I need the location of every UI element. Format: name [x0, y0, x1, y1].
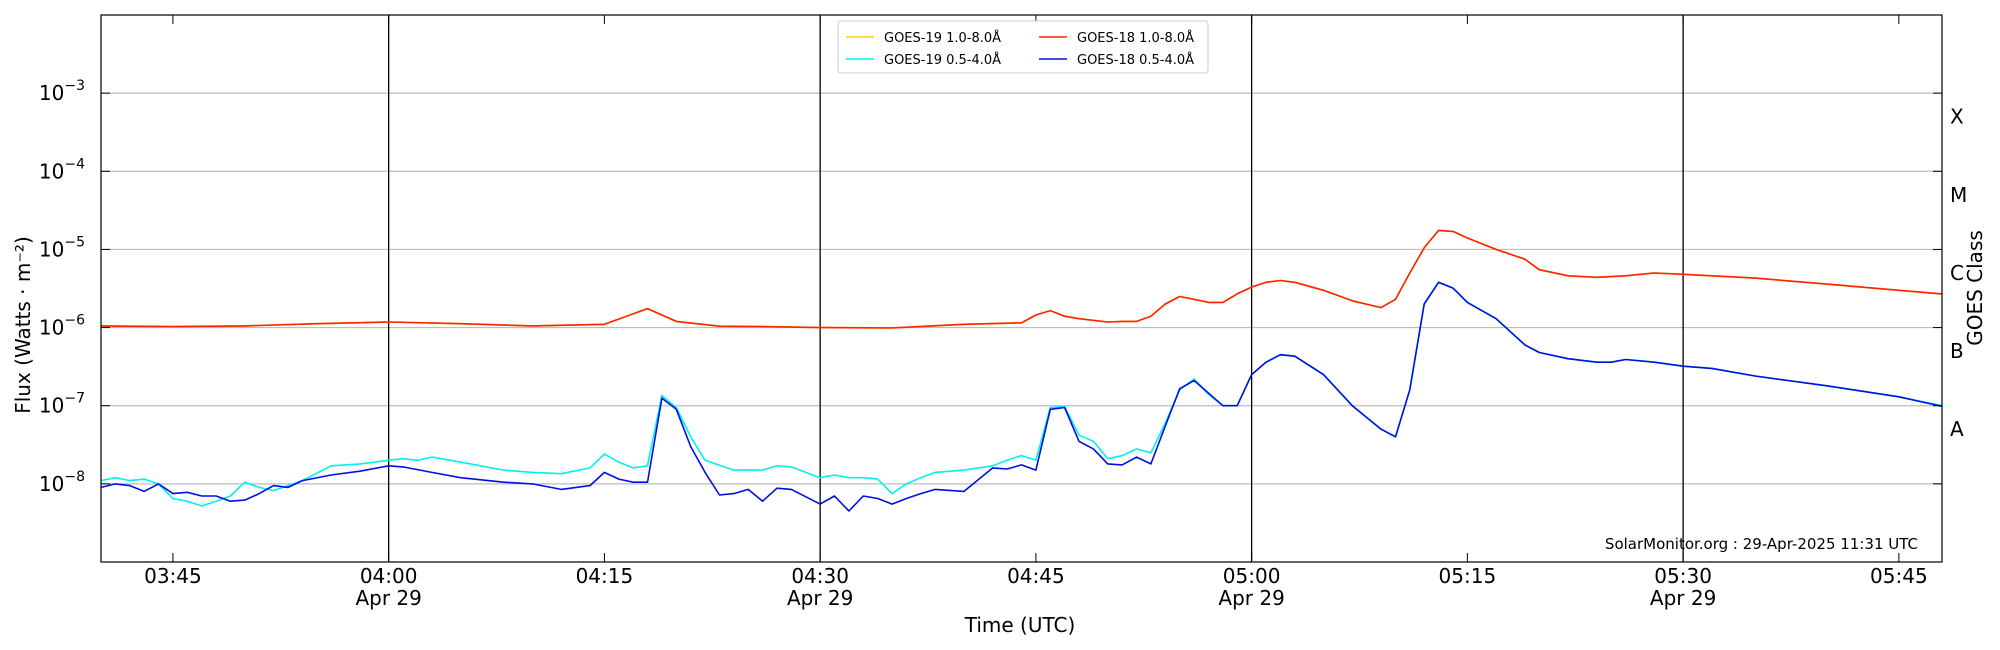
goes-class-label: X — [1950, 105, 1964, 129]
x-tick-label: 05:15 — [1439, 564, 1497, 588]
x-tick-label: 04:00 — [360, 564, 418, 588]
x-tick-label: 05:30 — [1654, 564, 1712, 588]
legend: GOES-19 1.0-8.0Å GOES-19 0.5-4.0Å GOES-18 … — [837, 20, 1209, 74]
x-tick-label: 05:45 — [1870, 564, 1928, 588]
x-tick-label: 04:30 — [791, 564, 849, 588]
right-axis-label: GOES Class — [1963, 230, 1987, 346]
plot-frame — [100, 14, 1943, 563]
series-layer — [100, 229, 1943, 512]
x-tick-label: 04:45 — [1007, 564, 1065, 588]
series-line — [100, 281, 1943, 512]
y-tick-label: 10−4 — [39, 156, 85, 183]
y-axis-label: Flux (Watts · m⁻²) — [11, 236, 35, 414]
legend-label: GOES-18 1.0-8.0Å — [1077, 30, 1194, 46]
y-tick-label: 10−5 — [39, 234, 85, 261]
legend-label: GOES-18 0.5-4.0Å — [1077, 52, 1194, 68]
series-line — [100, 229, 1943, 329]
x-axis-label: Time (UTC) — [964, 613, 1076, 637]
x-tick-date-label: Apr 29 — [1650, 586, 1716, 610]
goes-class-label: C — [1950, 261, 1964, 285]
x-tick-date-label: Apr 29 — [1218, 586, 1284, 610]
y-tick-exponent: −4 — [64, 156, 85, 172]
x-tick-label: 05:00 — [1223, 564, 1281, 588]
y-tick-label: 10−8 — [39, 469, 85, 496]
legend-label: GOES-19 0.5-4.0Å — [884, 52, 1001, 68]
series-line — [100, 229, 1943, 329]
y-tick-label: 10−7 — [39, 391, 85, 418]
y-tick-label: 10−6 — [39, 313, 85, 340]
y-tick-label: 10−3 — [39, 78, 85, 105]
x-tick-date-label: Apr 29 — [355, 586, 421, 610]
grid-layer — [101, 92, 1942, 485]
x-tick-label: 04:15 — [576, 564, 634, 588]
y-tick-exponent: −3 — [64, 78, 85, 94]
goes-class-labels: A B C M X — [1950, 105, 1967, 442]
y-tick-exponent: −5 — [64, 234, 85, 250]
x-tick-label: 03:45 — [144, 564, 202, 588]
series-line — [100, 281, 1943, 507]
y-tick-exponent: −8 — [64, 469, 85, 485]
watermark-text: SolarMonitor.org : 29-Apr-2025 11:31 UTC — [1605, 535, 1918, 553]
y-axis-ticks: 10−8 10−7 10−6 10−5 10−4 10−3 — [39, 78, 1942, 496]
y-tick-exponent: −6 — [64, 313, 85, 329]
goes-class-label: A — [1950, 417, 1964, 441]
goes-class-label: B — [1950, 339, 1964, 363]
legend-label: GOES-19 1.0-8.0Å — [884, 30, 1001, 46]
x-tick-date-label: Apr 29 — [787, 586, 853, 610]
legend-box — [837, 20, 1209, 74]
y-tick-exponent: −7 — [64, 391, 85, 407]
goes-class-label: M — [1950, 183, 1967, 207]
vertical-day-lines — [388, 15, 1684, 562]
